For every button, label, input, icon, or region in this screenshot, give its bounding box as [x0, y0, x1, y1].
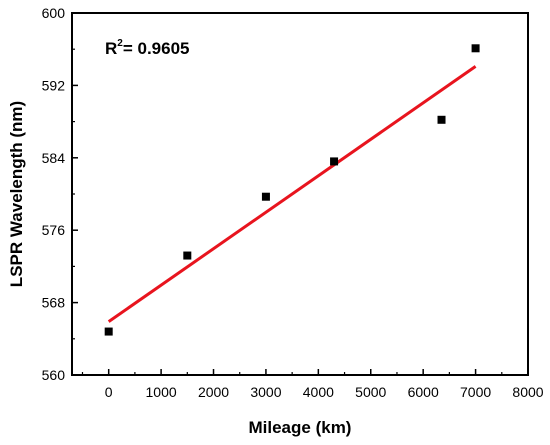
data-point: [261, 192, 270, 201]
y-tick-label: 576: [42, 222, 66, 238]
x-tick-label: 1000: [146, 384, 177, 400]
x-tick-label: 8000: [512, 384, 543, 400]
y-tick-label: 560: [42, 367, 66, 383]
y-tick-label: 592: [42, 77, 66, 93]
plot-frame: [71, 12, 529, 376]
fit-line-group: [107, 65, 477, 323]
y-ticks: 560 568 576 584 592 600: [42, 5, 78, 383]
fit-line: [107, 65, 477, 323]
r-squared-annotation: R2= 0.9605: [105, 38, 190, 58]
y-axis-title: LSPR Wavelength (nm): [7, 101, 26, 287]
data-point: [330, 157, 339, 166]
data-point: [437, 115, 446, 124]
x-tick-label: 5000: [355, 384, 386, 400]
x-ticks: 0 1000 2000 3000 4000 5000 6000 7000 8000: [81, 369, 544, 400]
y-tick-label: 600: [42, 5, 66, 21]
y-tick-label: 584: [42, 150, 66, 166]
data-point: [471, 44, 480, 53]
data-point: [183, 251, 192, 260]
x-tick-label: 4000: [303, 384, 334, 400]
data-point: [104, 327, 113, 336]
x-tick-label: 7000: [460, 384, 491, 400]
x-tick-label: 2000: [198, 384, 229, 400]
x-axis-title: Mileage (km): [249, 418, 352, 437]
x-tick-label: 3000: [250, 384, 281, 400]
x-tick-label: 6000: [408, 384, 439, 400]
y-tick-label: 568: [42, 295, 66, 311]
x-tick-label: 0: [105, 384, 113, 400]
data-points: [104, 44, 480, 336]
